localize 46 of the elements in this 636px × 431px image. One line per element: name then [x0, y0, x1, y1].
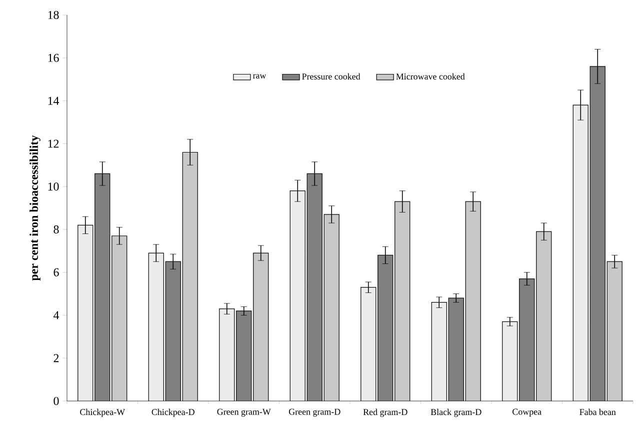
bar — [307, 174, 322, 401]
y-tick-label: 10 — [48, 182, 59, 191]
legend-label: raw — [252, 74, 266, 79]
bar — [502, 322, 518, 401]
y-tick-label: 12 — [48, 140, 59, 148]
y-tick-label: 8 — [54, 225, 59, 234]
y-tick-label: 14 — [48, 96, 60, 105]
y-axis-title: per cent iron bioaccessibility — [30, 135, 40, 281]
bar — [219, 308, 234, 401]
bar — [536, 232, 552, 401]
y-tick-label: 6 — [54, 268, 59, 276]
bar — [394, 202, 410, 401]
bar — [378, 255, 393, 401]
bar — [112, 236, 127, 401]
bar — [519, 278, 534, 401]
bar — [360, 287, 376, 401]
bar — [572, 104, 588, 401]
x-tick-label: Green gram-D — [288, 408, 340, 417]
y-tick-label: 18 — [48, 10, 59, 20]
bar — [432, 302, 447, 401]
bar — [78, 225, 93, 401]
legend-label: Pressure cooked — [302, 73, 360, 80]
y-tick-label: 16 — [48, 54, 59, 62]
bar — [236, 310, 252, 401]
x-tick-label: Green gram-W — [217, 408, 271, 417]
x-tick-label: Chickpea-W — [80, 408, 126, 417]
bar — [290, 190, 306, 401]
legend-label: Microwave cooked — [396, 73, 465, 80]
x-tick-label: Chickpea-D — [152, 408, 194, 417]
x-tick-label: Black gram-D — [430, 408, 482, 417]
y-tick-label: 0 — [54, 396, 59, 406]
y-tick-label: 4 — [53, 311, 60, 320]
bar — [166, 262, 181, 401]
bar — [590, 66, 606, 401]
bar — [606, 261, 622, 401]
bar — [253, 253, 268, 401]
bar — [466, 202, 481, 401]
x-tick-label: Faba bean — [580, 408, 616, 416]
bar — [182, 152, 198, 401]
x-tick-label: Red gram-D — [363, 408, 408, 417]
bar — [148, 253, 164, 401]
bar — [324, 214, 340, 401]
x-tick-label: Cowpea — [512, 408, 542, 417]
bar — [94, 174, 110, 401]
bar — [448, 298, 464, 401]
y-tick-label: 2 — [54, 354, 59, 362]
